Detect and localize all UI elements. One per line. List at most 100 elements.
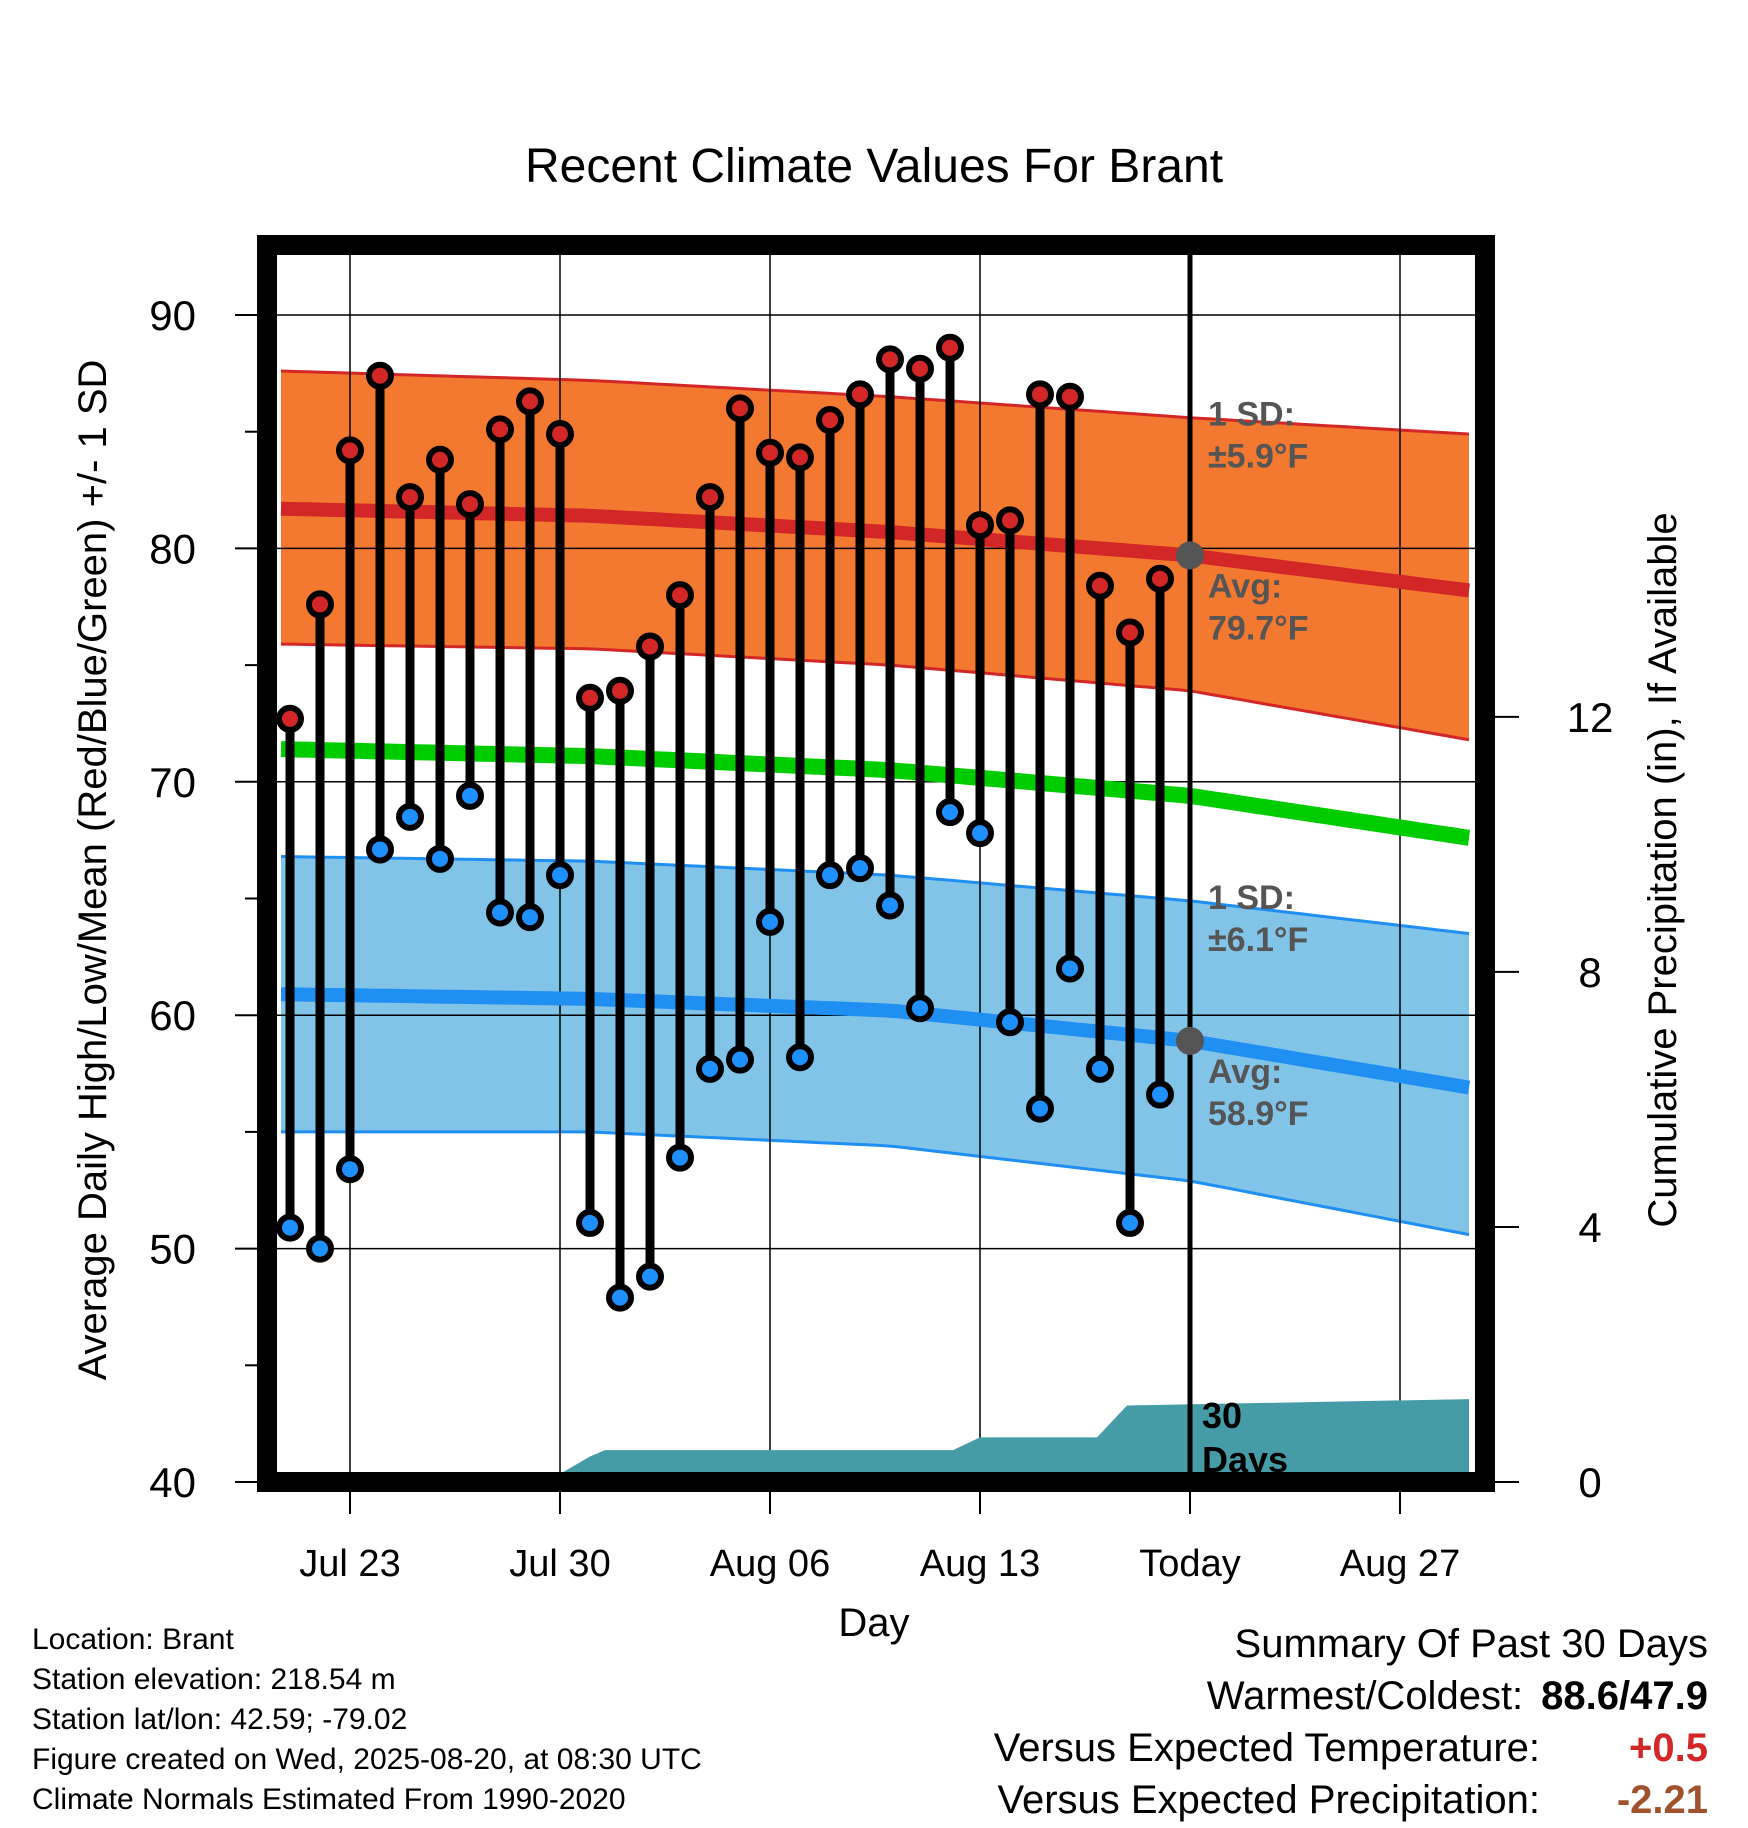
daily-low-point bbox=[936, 798, 964, 827]
summary-temp-label: Versus Expected Temperature: bbox=[993, 1726, 1540, 1770]
low-avg-label: Avg: bbox=[1208, 1053, 1282, 1091]
summary-precip-row: Versus Expected Precipitation: -2.21 bbox=[994, 1774, 1708, 1826]
daily-high-point bbox=[696, 483, 724, 512]
low-avg-line bbox=[280, 987, 1471, 1095]
low-sd-value: ±6.1°F bbox=[1208, 921, 1308, 959]
axes: 40 50 60 70 80 90 0 4 8 12 Jul 23 Jul 30 Aug 06 Aug 1… bbox=[149, 235, 1614, 1585]
summary-warmest-label: Warmest/Coldest: bbox=[1206, 1674, 1524, 1718]
y2-tick-label: 4 bbox=[1578, 1204, 1601, 1251]
daily-high-point bbox=[666, 581, 694, 610]
y-tick-label: 70 bbox=[149, 759, 196, 806]
daily-low-point bbox=[696, 1054, 724, 1083]
daily-low-point bbox=[966, 819, 994, 848]
summary-title: Summary Of Past 30 Days bbox=[1234, 1622, 1708, 1666]
y2-axis-label: Cumulative Precipitation (in), If Availa… bbox=[1641, 512, 1685, 1227]
today-low-marker bbox=[1176, 1026, 1204, 1055]
daily-low-point bbox=[1116, 1208, 1144, 1237]
daily-high-point bbox=[396, 483, 424, 512]
low-sd-band bbox=[281, 856, 1469, 1235]
daily-high-point bbox=[276, 704, 304, 733]
daily-high-point bbox=[1146, 564, 1174, 593]
daily-low-point bbox=[1026, 1094, 1054, 1123]
summary-warmest-value: 88.6/47.9 bbox=[1541, 1674, 1708, 1718]
daily-low-point bbox=[726, 1045, 754, 1074]
summary-temp-row: Versus Expected Temperature: +0.5 bbox=[994, 1722, 1708, 1774]
y-tick-label: 80 bbox=[149, 525, 196, 572]
daily-high-point bbox=[426, 445, 454, 474]
info-elevation: Station elevation: 218.54 m bbox=[32, 1663, 396, 1696]
daily-high-point bbox=[936, 333, 964, 362]
daily-high-point bbox=[906, 354, 934, 383]
y2-tick-label: 0 bbox=[1578, 1459, 1601, 1506]
x-tick-label: Today bbox=[1139, 1543, 1240, 1585]
daily-high-point bbox=[576, 683, 604, 712]
y2-tick-label: 12 bbox=[1567, 694, 1614, 741]
summary-precip-label: Versus Expected Precipitation: bbox=[997, 1778, 1540, 1822]
x-tick-label: Aug 13 bbox=[920, 1543, 1040, 1585]
daily-high-point bbox=[816, 406, 844, 435]
today-high-marker bbox=[1176, 541, 1204, 570]
low-avg-value: 58.9°F bbox=[1208, 1095, 1309, 1133]
daily-low-point bbox=[546, 861, 574, 890]
daily-low-point bbox=[306, 1234, 334, 1263]
daily-high-point bbox=[1116, 618, 1144, 647]
high-sd-label: 1 SD: bbox=[1208, 396, 1295, 434]
low-sd-label: 1 SD: bbox=[1208, 879, 1295, 917]
high-avg-label: Avg: bbox=[1208, 567, 1282, 605]
daily-high-point bbox=[486, 415, 514, 444]
precip-area bbox=[281, 1399, 1469, 1482]
x-tick-label: Aug 06 bbox=[710, 1543, 830, 1585]
plot-frame bbox=[257, 235, 1495, 1492]
daily-high-point bbox=[456, 490, 484, 519]
daily-high-point bbox=[336, 436, 364, 465]
daily-low-point bbox=[516, 903, 544, 932]
daily-low-point bbox=[906, 994, 934, 1023]
x-tick-label: Jul 30 bbox=[509, 1543, 610, 1585]
daily-low-point bbox=[366, 835, 394, 864]
chart-title: Recent Climate Values For Brant bbox=[525, 140, 1223, 193]
y-tick-label: 60 bbox=[149, 992, 196, 1039]
info-created: Figure created on Wed, 2025-08-20, at 08… bbox=[32, 1743, 702, 1776]
daily-low-point bbox=[486, 898, 514, 927]
high-lower-line bbox=[280, 642, 1470, 742]
daily-high-point bbox=[546, 420, 574, 449]
daily-high-point bbox=[366, 361, 394, 390]
daily-high-point bbox=[636, 632, 664, 661]
daily-low-point bbox=[846, 854, 874, 883]
x-axis-label: Day bbox=[838, 1601, 909, 1645]
daily-low-point bbox=[876, 891, 904, 920]
x-tick-label: Jul 23 bbox=[299, 1543, 400, 1585]
daily-low-point bbox=[456, 781, 484, 810]
daily-low-point bbox=[1146, 1080, 1174, 1109]
daily-low-point bbox=[666, 1143, 694, 1172]
daily-low-point bbox=[756, 907, 784, 936]
y-axis-label: Average Daily High/Low/Mean (Red/Blue/Gr… bbox=[71, 360, 115, 1381]
daily-low-point bbox=[1086, 1054, 1114, 1083]
x-tick-label: Aug 27 bbox=[1340, 1543, 1460, 1585]
daily-high-point bbox=[1056, 382, 1084, 411]
low-lower-line bbox=[281, 1130, 1470, 1237]
daily-high-point bbox=[726, 394, 754, 423]
y-tick-label: 40 bbox=[149, 1459, 196, 1506]
summary-temp-value: +0.5 bbox=[1629, 1726, 1708, 1770]
daily-low-point bbox=[1056, 954, 1084, 983]
summary-warmest-row: Warmest/Coldest: 88.6/47.9 bbox=[994, 1670, 1708, 1722]
daily-low-point bbox=[276, 1213, 304, 1242]
daily-high-point bbox=[1026, 380, 1054, 409]
daily-low-point bbox=[996, 1008, 1024, 1037]
info-location: Location: Brant bbox=[32, 1623, 234, 1656]
high-avg-value: 79.7°F bbox=[1208, 609, 1309, 647]
station-info: Location: Brant Station elevation: 218.5… bbox=[32, 1620, 702, 1820]
daily-high-point bbox=[1086, 571, 1114, 600]
daily-high-point bbox=[306, 590, 334, 619]
daily-high-point bbox=[996, 506, 1024, 535]
plot-area: 1 SD: ±5.9°F Avg: 79.7°F 1 SD: ±6.1°F Avg: 58.9… bbox=[267, 245, 1485, 1482]
daily-high-point bbox=[786, 443, 814, 472]
daily-high-point bbox=[606, 676, 634, 705]
y-tick-label: 50 bbox=[149, 1226, 196, 1273]
daily-high-point bbox=[966, 511, 994, 540]
plot-content: 1 SD: ±5.9°F Avg: 79.7°F 1 SD: ±6.1°F Avg: 58.9… bbox=[267, 245, 1485, 1482]
daily-low-point bbox=[606, 1283, 634, 1312]
info-normals: Climate Normals Estimated From 1990-2020 bbox=[32, 1783, 626, 1816]
